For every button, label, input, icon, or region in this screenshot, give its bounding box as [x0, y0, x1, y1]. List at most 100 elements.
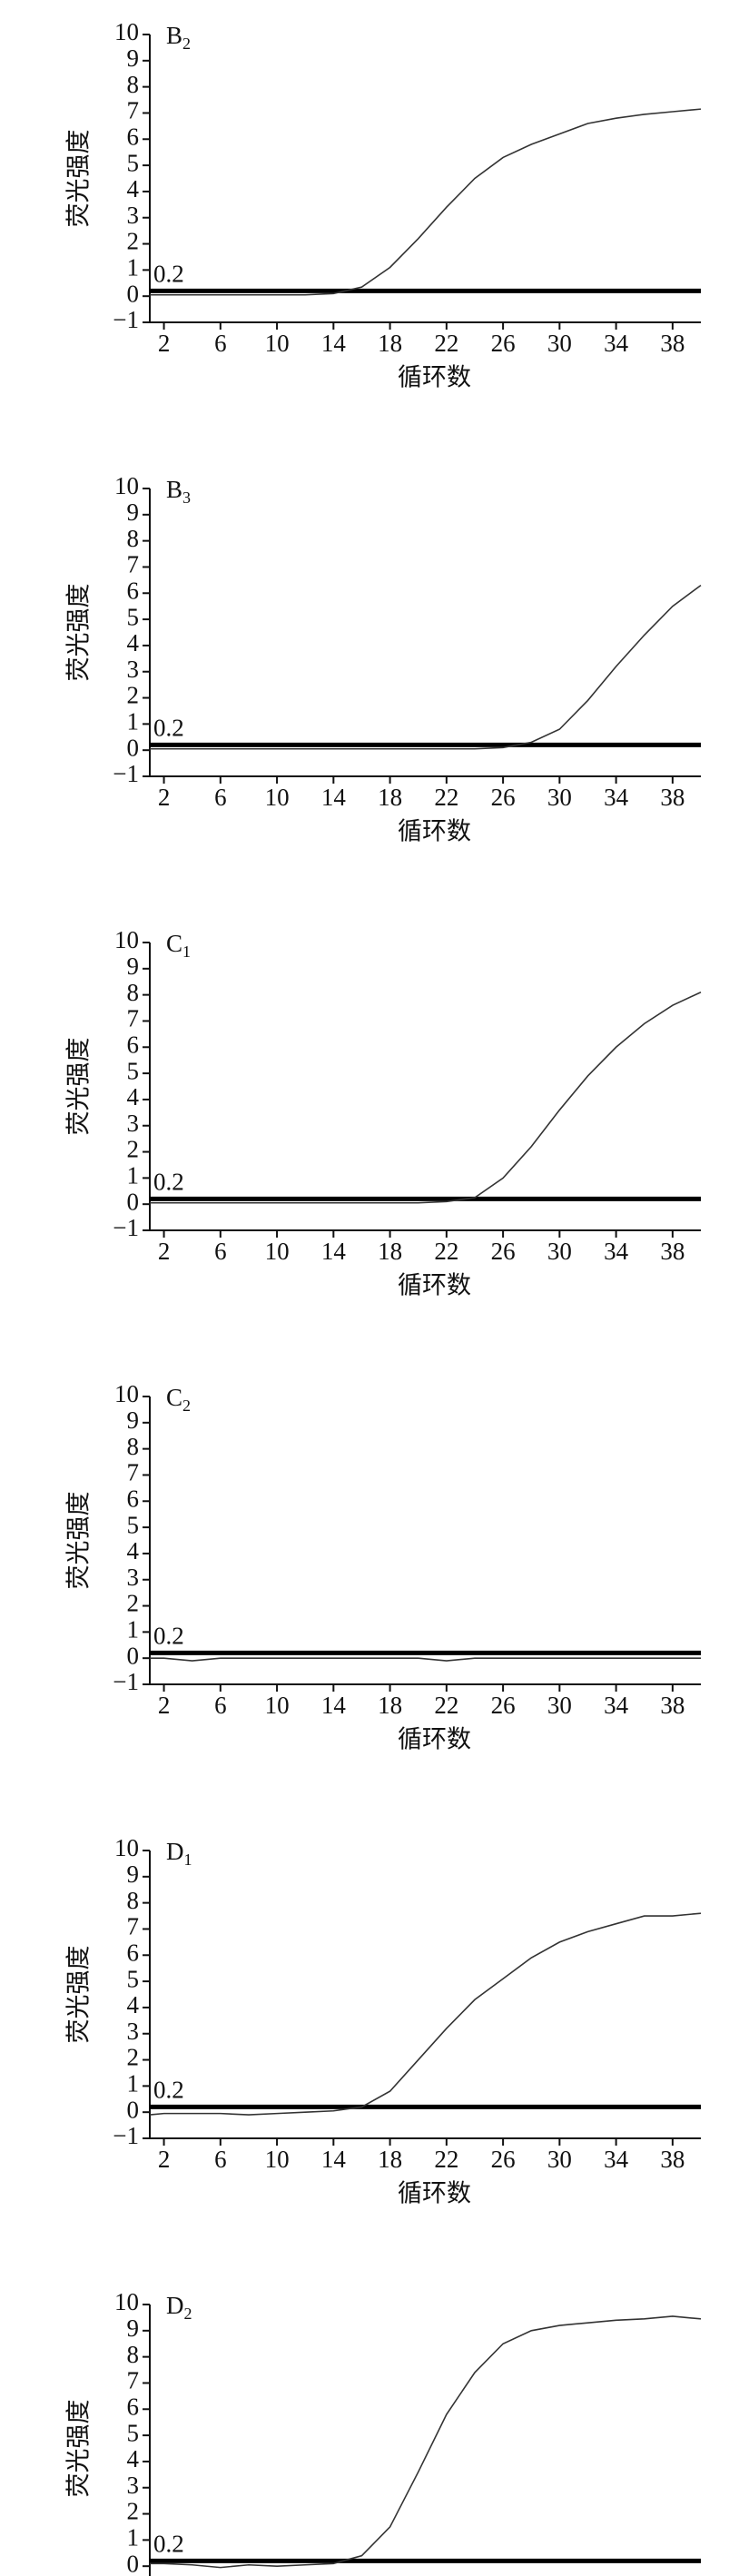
panel-subscript: 2 — [182, 35, 191, 53]
y-tick-label: 8 — [127, 71, 140, 98]
x-tick-label: 6 — [214, 1238, 227, 1265]
data-line — [150, 2315, 702, 2569]
x-tick-label: 26 — [491, 784, 516, 811]
y-tick-label: 0 — [127, 2550, 140, 2576]
y-tick-label: 9 — [127, 1406, 140, 1434]
y-tick-label: 6 — [127, 2393, 140, 2420]
y-tick-label: 3 — [127, 2018, 140, 2045]
x-tick-label: 26 — [491, 330, 516, 357]
x-axis-label: 循环数 — [398, 818, 471, 846]
y-tick-label: 4 — [127, 1991, 140, 2018]
y-tick-label: −1 — [113, 1214, 139, 1241]
x-tick-label: 6 — [214, 330, 227, 357]
y-tick-label: 3 — [127, 1110, 140, 1137]
chart: −1012345678910261014182226303438循环数荧光强度D… — [65, 2288, 702, 2576]
y-tick-label: 6 — [127, 1031, 140, 1058]
y-axis-label: 荧光强度 — [65, 130, 94, 228]
x-tick-label: 34 — [604, 330, 629, 357]
threshold-label: 0.2 — [153, 261, 184, 288]
panel-subscript: 2 — [184, 2305, 192, 2323]
x-tick-label: 18 — [378, 2146, 402, 2173]
data-line — [150, 1657, 701, 1662]
y-axis-label: 荧光强度 — [65, 584, 94, 682]
y-tick-label: 0 — [127, 280, 140, 307]
y-tick-label: 3 — [127, 1564, 140, 1591]
y-tick-label: 4 — [127, 1537, 140, 1564]
x-tick-label: 22 — [434, 2146, 458, 2173]
data-line — [150, 108, 702, 296]
threshold-label: 0.2 — [153, 1169, 184, 1196]
y-tick-label: −1 — [113, 760, 139, 787]
x-tick-label: 2 — [158, 784, 171, 811]
panel-subscript: 3 — [182, 489, 191, 507]
x-tick-label: 38 — [660, 784, 685, 811]
y-tick-label: 3 — [127, 2472, 140, 2499]
y-tick-label: −1 — [113, 2122, 139, 2149]
panel-letter: D — [166, 1838, 184, 1865]
y-tick-label: 1 — [127, 254, 140, 281]
x-tick-label: 14 — [321, 330, 347, 357]
y-tick-label: 5 — [127, 1511, 140, 1538]
panel-label: D1 — [166, 1838, 192, 1869]
y-tick-label: 9 — [127, 2314, 140, 2342]
x-tick-label: 2 — [158, 1692, 171, 1719]
x-tick-label: 30 — [547, 1692, 572, 1719]
y-tick-label: 6 — [127, 123, 140, 150]
x-tick-label: 18 — [378, 1692, 402, 1719]
data-line — [150, 992, 702, 1204]
panel-subscript: 1 — [182, 943, 191, 961]
threshold-label: 0.2 — [153, 2077, 184, 2104]
y-tick-label: 4 — [127, 629, 140, 656]
panel-letter: D — [166, 2292, 184, 2319]
y-tick-label: 6 — [127, 1939, 140, 1966]
x-tick-label: 14 — [321, 2146, 347, 2173]
x-tick-label: 22 — [434, 1238, 458, 1265]
x-tick-label: 22 — [434, 1692, 458, 1719]
y-tick-label: 8 — [127, 1433, 140, 1460]
y-tick-label: 5 — [127, 1057, 140, 1084]
y-tick-label: 8 — [127, 979, 140, 1006]
y-tick-label: 9 — [127, 44, 140, 72]
y-tick-label: 9 — [127, 1860, 140, 1888]
y-tick-label: 2 — [127, 2044, 140, 2071]
x-tick-label: 2 — [158, 330, 171, 357]
y-axis-label: 荧光强度 — [65, 1038, 94, 1136]
x-tick-label: 38 — [660, 1692, 685, 1719]
y-tick-label: 10 — [114, 18, 139, 45]
y-tick-label: −1 — [113, 1668, 139, 1695]
y-tick-label: 8 — [127, 525, 140, 552]
x-tick-label: 30 — [547, 784, 572, 811]
y-tick-label: 2 — [127, 1590, 140, 1617]
y-tick-label: 7 — [127, 1459, 140, 1486]
y-tick-label: 3 — [127, 656, 140, 683]
x-tick-label: 30 — [547, 1238, 572, 1265]
x-tick-label: 6 — [214, 784, 227, 811]
panel-letter: B — [166, 22, 182, 49]
x-tick-label: 38 — [660, 330, 685, 357]
x-tick-label: 10 — [265, 1692, 290, 1719]
x-tick-label: 22 — [434, 330, 458, 357]
y-tick-label: 7 — [127, 1913, 140, 1940]
y-tick-label: 7 — [127, 1005, 140, 1032]
y-tick-label: 7 — [127, 2367, 140, 2394]
panel-label: D2 — [166, 2292, 192, 2323]
x-tick-label: 30 — [547, 2146, 572, 2173]
y-tick-label: 10 — [114, 472, 139, 499]
x-tick-label: 34 — [604, 1692, 629, 1719]
y-axis-label: 荧光强度 — [65, 2400, 94, 2498]
x-axis-label: 循环数 — [398, 1726, 471, 1754]
y-axis-label: 荧光强度 — [65, 1492, 94, 1590]
x-tick-label: 14 — [321, 1692, 347, 1719]
threshold-label: 0.2 — [153, 1623, 184, 1650]
y-tick-label: 4 — [127, 1083, 140, 1110]
y-tick-label: 0 — [127, 734, 140, 761]
y-tick-label: 0 — [127, 1188, 140, 1215]
threshold-label: 0.2 — [153, 715, 184, 742]
x-tick-label: 38 — [660, 2146, 685, 2173]
y-tick-label: 10 — [114, 926, 139, 953]
y-tick-label: 9 — [127, 952, 140, 980]
